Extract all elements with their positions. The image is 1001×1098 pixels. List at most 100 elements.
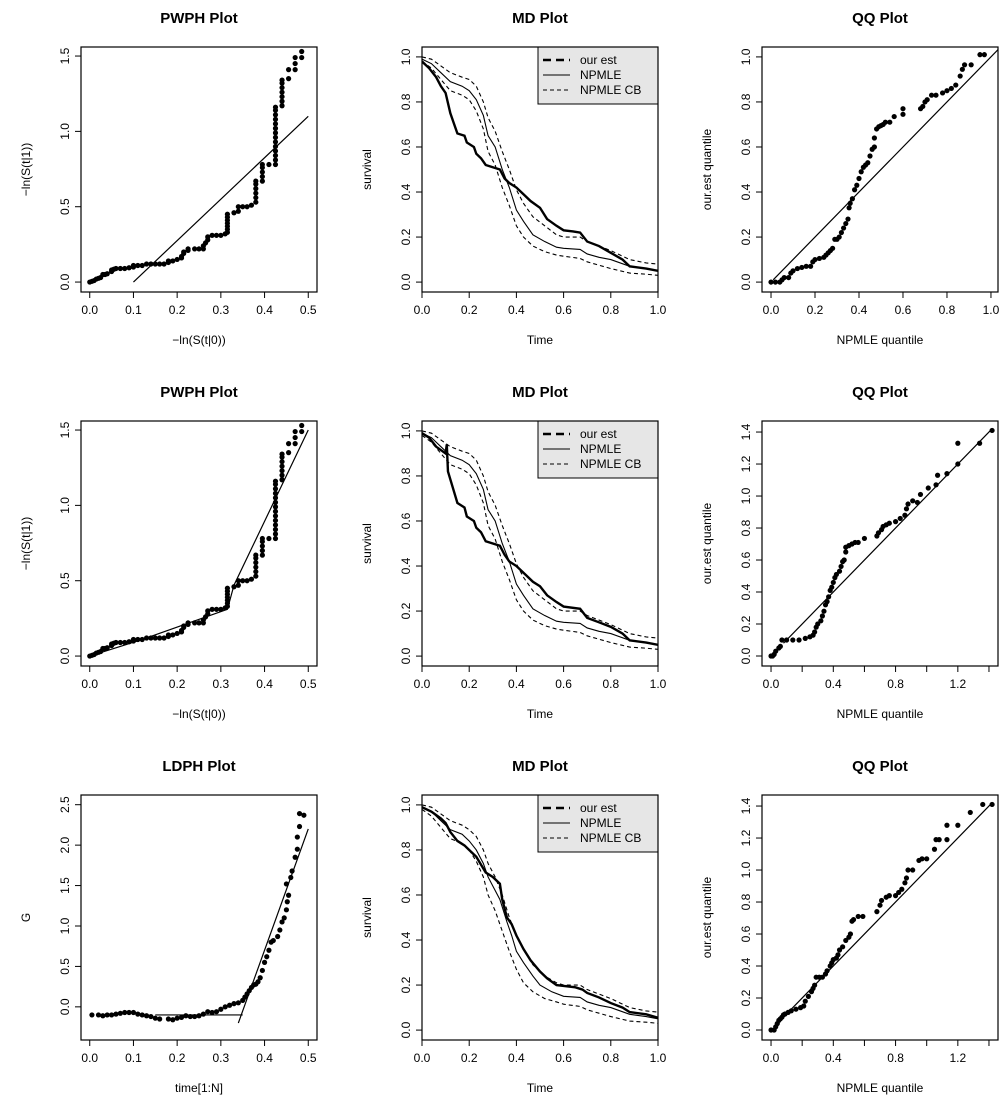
data-point — [218, 232, 224, 238]
reference-line — [772, 49, 998, 281]
data-point — [104, 1012, 110, 1018]
y-axis-label: survival — [360, 523, 374, 564]
series-line-npmle-cb — [422, 430, 658, 639]
data-point — [897, 515, 903, 522]
data-point — [161, 261, 167, 267]
data-point — [253, 560, 259, 566]
data-point — [139, 262, 145, 269]
x-tick-label: 0.4 — [508, 1051, 525, 1065]
data-point — [292, 434, 298, 441]
x-tick-label: 0.5 — [300, 1051, 317, 1065]
data-point — [272, 504, 279, 510]
y-tick-label: 0.4 — [399, 557, 413, 574]
data-point — [799, 264, 805, 271]
plot-box — [761, 46, 999, 293]
data-point — [130, 262, 137, 269]
y-tick-label: 0.2 — [399, 228, 413, 245]
chart-panel: PWPH Plot −ln(S(t|0)) −ln(S(t|1)) 0.0 0.1 0.2… — [19, 10, 318, 347]
x-tick-label: 0.6 — [555, 303, 572, 317]
data-point — [843, 220, 849, 227]
x-tick-label: 0.3 — [213, 303, 230, 317]
data-point — [296, 823, 303, 830]
legend-label: our est — [580, 427, 617, 441]
data-point — [796, 637, 802, 643]
plot-box — [80, 420, 318, 667]
plot-box — [421, 46, 659, 293]
legend-label: NPMLE CB — [580, 831, 641, 845]
data-point — [878, 897, 885, 904]
y-tick-label: 0.6 — [399, 512, 413, 529]
data-point — [829, 584, 835, 590]
data-point — [285, 76, 292, 82]
x-tick-label: 0.2 — [461, 677, 478, 691]
data-point — [816, 255, 823, 262]
y-tick-label: 0.5 — [58, 958, 72, 975]
data-point — [113, 639, 119, 646]
data-point — [226, 1002, 233, 1008]
plot-area — [768, 49, 998, 285]
data-point — [279, 94, 285, 100]
x-tick-label: 1.2 — [949, 1051, 966, 1065]
chart-panel: QQ Plot NPMLE quantile our.est quantile 0.0… — [700, 10, 1000, 347]
data-point — [861, 535, 868, 542]
data-point — [934, 472, 941, 478]
data-point — [161, 635, 167, 641]
data-point — [281, 915, 287, 921]
data-point — [955, 822, 961, 828]
data-point — [812, 629, 818, 635]
x-tick-label: 0.2 — [807, 303, 824, 317]
y-tick-label: 0.0 — [399, 273, 413, 290]
x-tick-label: 0.8 — [939, 303, 956, 317]
data-point — [117, 1010, 123, 1016]
x-tick-label: 0.5 — [300, 303, 317, 317]
data-point — [948, 85, 954, 92]
x-tick-label: 0.4 — [825, 677, 842, 691]
chart-panel: MD Plot Time survival 0.0 0.2 0.4 0.6 0.8 1.0 0.0… — [360, 10, 667, 347]
data-point — [270, 937, 276, 944]
x-tick-label: 0.0 — [414, 303, 431, 317]
data-point — [157, 261, 163, 267]
plot-box — [421, 420, 659, 667]
data-point — [174, 630, 180, 637]
data-point — [272, 478, 279, 484]
data-point — [259, 552, 265, 558]
data-point — [222, 1004, 228, 1010]
y-tick-label: 0.2 — [399, 976, 413, 993]
data-point — [790, 268, 796, 274]
data-point — [253, 195, 259, 201]
data-point — [272, 157, 279, 163]
data-point — [850, 917, 857, 923]
x-tick-label: 0.2 — [169, 303, 186, 317]
data-point — [253, 190, 259, 196]
data-point — [877, 902, 883, 908]
data-point — [299, 422, 305, 429]
data-point — [824, 968, 830, 974]
data-point — [285, 450, 292, 456]
data-point — [900, 106, 906, 112]
data-point — [854, 182, 860, 188]
data-point — [272, 134, 279, 141]
y-tick-label: 2.0 — [58, 836, 72, 853]
data-point — [272, 513, 279, 519]
data-point — [944, 471, 950, 477]
data-point — [272, 125, 279, 131]
data-point — [808, 263, 814, 269]
data-point — [794, 265, 801, 272]
data-point — [135, 1011, 141, 1017]
data-point — [846, 205, 852, 211]
data-point — [272, 535, 279, 542]
data-point — [292, 428, 298, 435]
data-point — [122, 265, 128, 272]
data-point — [843, 937, 849, 944]
data-point — [259, 161, 265, 168]
data-point — [781, 274, 787, 281]
x-tick-label: 1.0 — [650, 1051, 667, 1065]
legend-box — [537, 46, 659, 105]
data-point — [830, 245, 836, 251]
data-point — [272, 522, 279, 528]
x-axis-label: Time — [527, 707, 554, 721]
data-point — [196, 620, 202, 626]
data-point — [292, 441, 298, 447]
data-point — [104, 645, 110, 651]
